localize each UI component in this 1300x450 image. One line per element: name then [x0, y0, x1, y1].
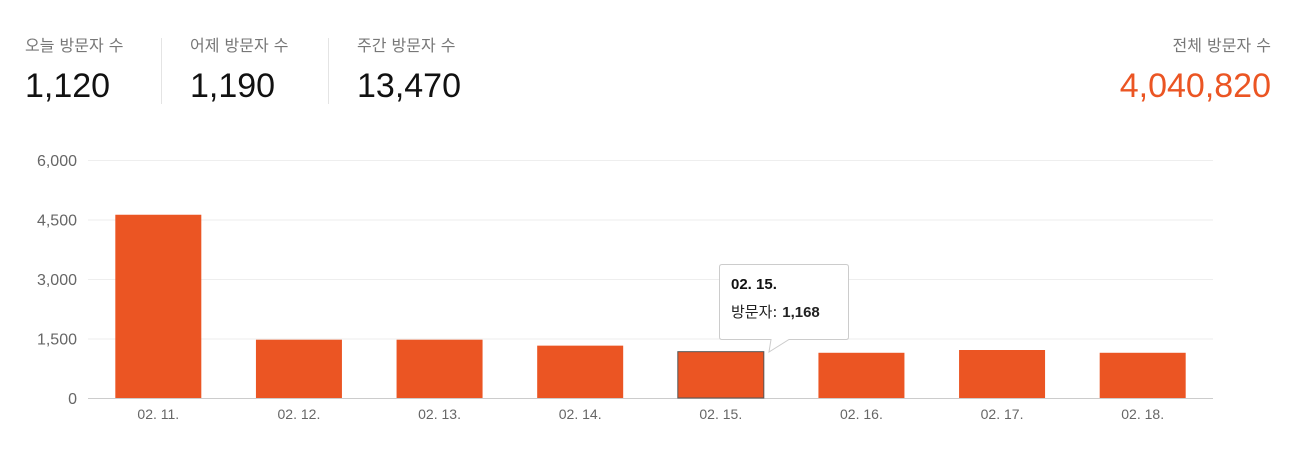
bar — [255, 339, 342, 398]
stat-today-value: 1,120 — [25, 67, 111, 105]
bar — [677, 351, 765, 399]
x-tick-label: 02. 18. — [1121, 406, 1164, 422]
visitor-stats: 오늘 방문자 수 1,120 어제 방문자 수 1,190 주간 방문자 수 1… — [0, 0, 1300, 110]
tooltip-value: 1,168 — [782, 304, 820, 321]
stat-weekly-label: 주간 방문자 수 — [357, 36, 456, 55]
stat-yesterday-value: 1,190 — [190, 67, 276, 105]
x-tick-label: 02. 16. — [840, 406, 883, 422]
y-tick-label: 4,500 — [37, 213, 77, 230]
stat-weekly: 주간 방문자 수 13,470 — [357, 36, 461, 106]
stat-total-label: 전체 방문자 수 — [1172, 36, 1272, 55]
tooltip-frame — [719, 264, 849, 354]
stat-today: 오늘 방문자 수 1,120 — [25, 36, 124, 106]
stat-total: 전체 방문자 수 4,040,820 — [1120, 36, 1271, 106]
stat-today-label: 오늘 방문자 수 — [25, 36, 124, 55]
stat-total-value: 4,040,820 — [1119, 67, 1271, 105]
stat-yesterday-label: 어제 방문자 수 — [190, 36, 289, 55]
chart-tooltip: 02. 15. 방문자: 1,168 — [719, 264, 849, 354]
bar — [115, 214, 202, 398]
stat-yesterday: 어제 방문자 수 1,190 — [190, 36, 289, 106]
divider — [328, 38, 329, 104]
divider — [161, 38, 162, 104]
stat-weekly-value: 13,470 — [357, 67, 461, 105]
bar — [537, 345, 624, 398]
x-tick-label: 02. 13. — [418, 406, 461, 422]
tooltip-label: 방문자 — [731, 303, 773, 321]
x-tick-label: 02. 17. — [981, 406, 1024, 422]
bar — [959, 350, 1046, 398]
x-tick-label: 02. 11. — [137, 406, 179, 422]
bar — [818, 352, 905, 398]
bars — [115, 214, 1186, 399]
gridlines — [88, 160, 1213, 399]
y-axis-ticks: 0 1,500 3,000 4,500 6,000 — [37, 153, 77, 408]
x-tick-label: 02. 15. — [699, 406, 742, 422]
y-tick-label: 0 — [68, 391, 77, 408]
tooltip-title: 02. 15. — [731, 276, 777, 293]
x-tick-label: 02. 14. — [559, 406, 602, 422]
y-tick-label: 3,000 — [37, 272, 77, 289]
bar — [396, 339, 483, 398]
y-tick-label: 6,000 — [37, 153, 77, 170]
x-axis-ticks: 02. 11. 02. 12. 02. 13. 02. 14. 02. 15. 02. 1… — [137, 406, 1164, 422]
x-tick-label: 02. 12. — [278, 406, 321, 422]
bar — [1099, 352, 1186, 398]
y-tick-label: 1,500 — [37, 332, 77, 349]
tooltip-line: 방문자: 1,168 — [731, 303, 820, 321]
